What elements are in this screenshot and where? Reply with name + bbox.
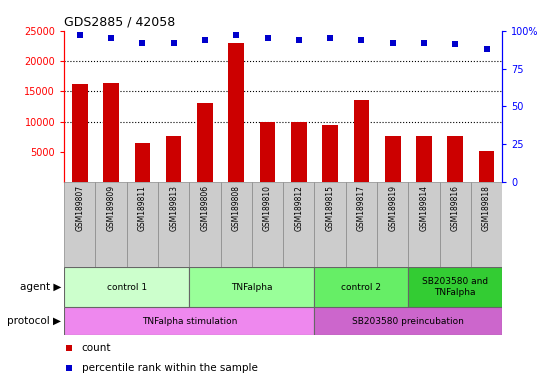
Text: SB203580 preincubation: SB203580 preincubation — [353, 317, 464, 326]
Point — [64, 345, 73, 351]
Text: GSM189811: GSM189811 — [138, 185, 147, 230]
Text: control 2: control 2 — [341, 283, 382, 292]
Text: SB203580 and
TNFalpha: SB203580 and TNFalpha — [422, 278, 488, 297]
Text: control 1: control 1 — [107, 283, 147, 292]
Point — [357, 37, 366, 43]
Point — [138, 40, 147, 46]
Point — [388, 40, 397, 46]
Text: GSM189819: GSM189819 — [388, 185, 397, 231]
Bar — [416, 136, 432, 182]
Text: TNFalpha stimulation: TNFalpha stimulation — [142, 317, 237, 326]
Point — [64, 364, 73, 371]
Text: GDS2885 / 42058: GDS2885 / 42058 — [64, 15, 175, 28]
Bar — [408, 182, 440, 267]
Bar — [354, 100, 369, 182]
Bar — [228, 43, 244, 182]
Text: count: count — [81, 343, 111, 353]
Bar — [408, 267, 502, 307]
Text: TNFalpha: TNFalpha — [231, 283, 273, 292]
Bar — [189, 182, 220, 267]
Bar — [158, 182, 189, 267]
Text: GSM189816: GSM189816 — [451, 185, 460, 231]
Text: GSM189813: GSM189813 — [169, 185, 178, 231]
Bar — [259, 122, 275, 182]
Bar — [315, 182, 346, 267]
Point — [232, 32, 240, 38]
Bar — [479, 151, 494, 182]
Text: GSM189807: GSM189807 — [75, 185, 84, 231]
Bar — [64, 267, 189, 307]
Text: GSM189810: GSM189810 — [263, 185, 272, 231]
Text: percentile rank within the sample: percentile rank within the sample — [81, 362, 258, 372]
Text: GSM189815: GSM189815 — [326, 185, 335, 231]
Point — [169, 40, 178, 46]
Bar — [127, 182, 158, 267]
Text: GSM189814: GSM189814 — [420, 185, 429, 231]
Bar — [315, 307, 502, 335]
Bar — [471, 182, 502, 267]
Bar — [448, 136, 463, 182]
Text: GSM189806: GSM189806 — [200, 185, 209, 231]
Point — [451, 41, 460, 47]
Point — [200, 37, 209, 43]
Bar — [64, 182, 95, 267]
Bar — [377, 182, 408, 267]
Point — [107, 35, 116, 41]
Text: protocol ▶: protocol ▶ — [7, 316, 61, 326]
Bar — [252, 182, 283, 267]
Text: agent ▶: agent ▶ — [20, 282, 61, 292]
Bar — [166, 136, 181, 182]
Bar — [323, 125, 338, 182]
Point — [420, 40, 429, 46]
Bar — [283, 182, 315, 267]
Bar — [103, 83, 119, 182]
Point — [75, 32, 84, 38]
Bar — [346, 182, 377, 267]
Bar — [220, 182, 252, 267]
Bar — [72, 84, 88, 182]
Bar — [64, 307, 315, 335]
Bar — [315, 267, 408, 307]
Point — [263, 35, 272, 41]
Text: GSM189818: GSM189818 — [482, 185, 491, 230]
Text: GSM189809: GSM189809 — [107, 185, 116, 231]
Point — [295, 37, 304, 43]
Bar — [291, 122, 307, 182]
Point — [482, 46, 491, 52]
Bar — [440, 182, 471, 267]
Bar — [197, 103, 213, 182]
Bar — [189, 267, 315, 307]
Bar — [134, 143, 150, 182]
Text: GSM189817: GSM189817 — [357, 185, 366, 231]
Point — [326, 35, 335, 41]
Text: GSM189808: GSM189808 — [232, 185, 240, 231]
Bar — [95, 182, 127, 267]
Bar — [385, 136, 401, 182]
Text: GSM189812: GSM189812 — [294, 185, 304, 230]
